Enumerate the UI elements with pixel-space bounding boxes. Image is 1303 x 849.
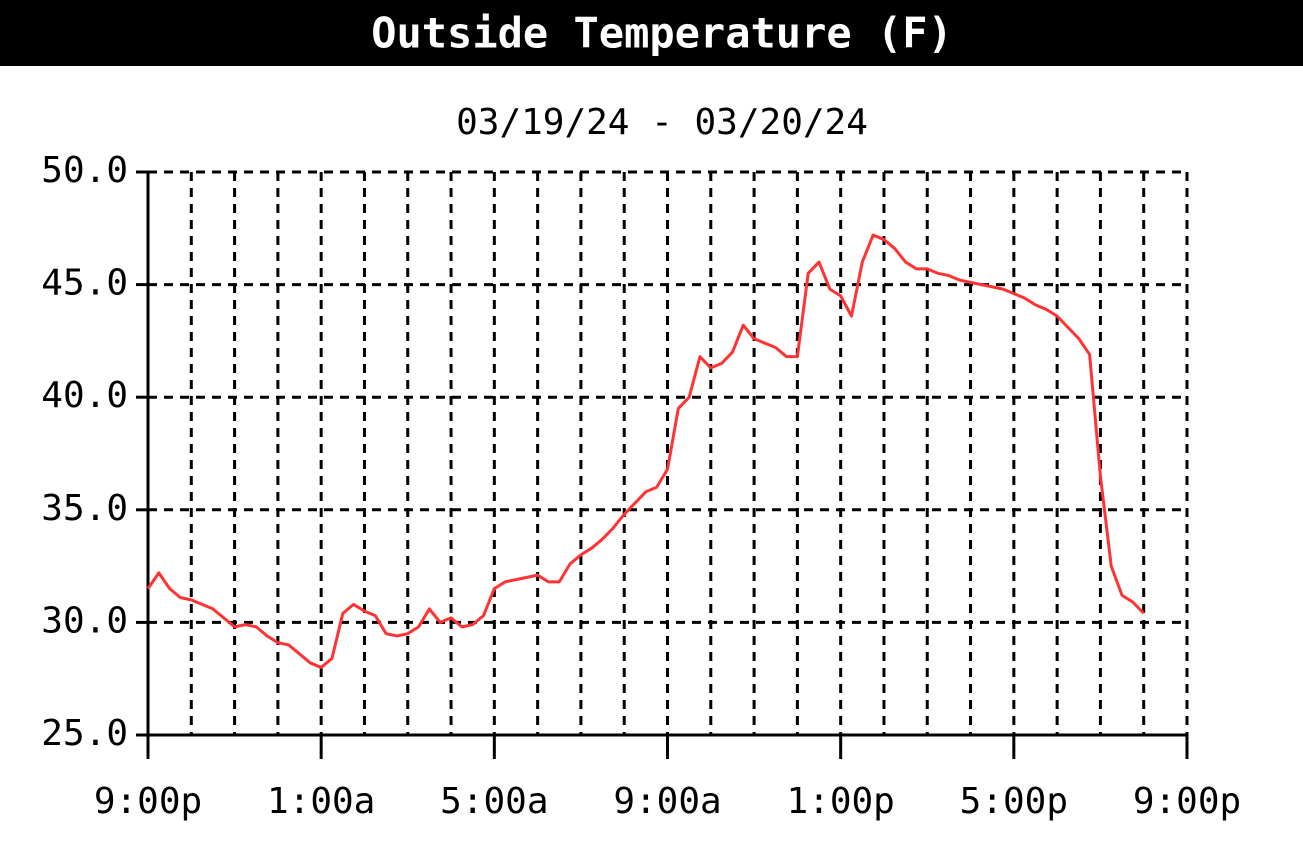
y-tick-label: 50.0 bbox=[41, 150, 128, 191]
x-tick-label: 1:00a bbox=[267, 781, 375, 822]
x-tick-label: 5:00p bbox=[960, 781, 1068, 822]
chart-subtitle: 03/19/24 - 03/20/24 bbox=[456, 102, 868, 143]
y-tick-label: 45.0 bbox=[41, 263, 128, 304]
title-bar bbox=[0, 0, 1303, 66]
temperature-line bbox=[146, 233, 1145, 669]
x-tick-label: 9:00p bbox=[1133, 781, 1241, 822]
y-tick-label: 40.0 bbox=[41, 375, 128, 416]
chart-title: Outside Temperature (F) bbox=[371, 9, 953, 58]
x-tick-label: 5:00a bbox=[440, 781, 548, 822]
y-tick-label: 30.0 bbox=[41, 600, 128, 641]
x-tick-label: 9:00a bbox=[613, 781, 721, 822]
x-tick-label: 9:00p bbox=[94, 781, 202, 822]
y-tick-label: 35.0 bbox=[41, 488, 128, 529]
y-tick-label: 25.0 bbox=[41, 713, 128, 754]
x-tick-label: 1:00p bbox=[786, 781, 894, 822]
